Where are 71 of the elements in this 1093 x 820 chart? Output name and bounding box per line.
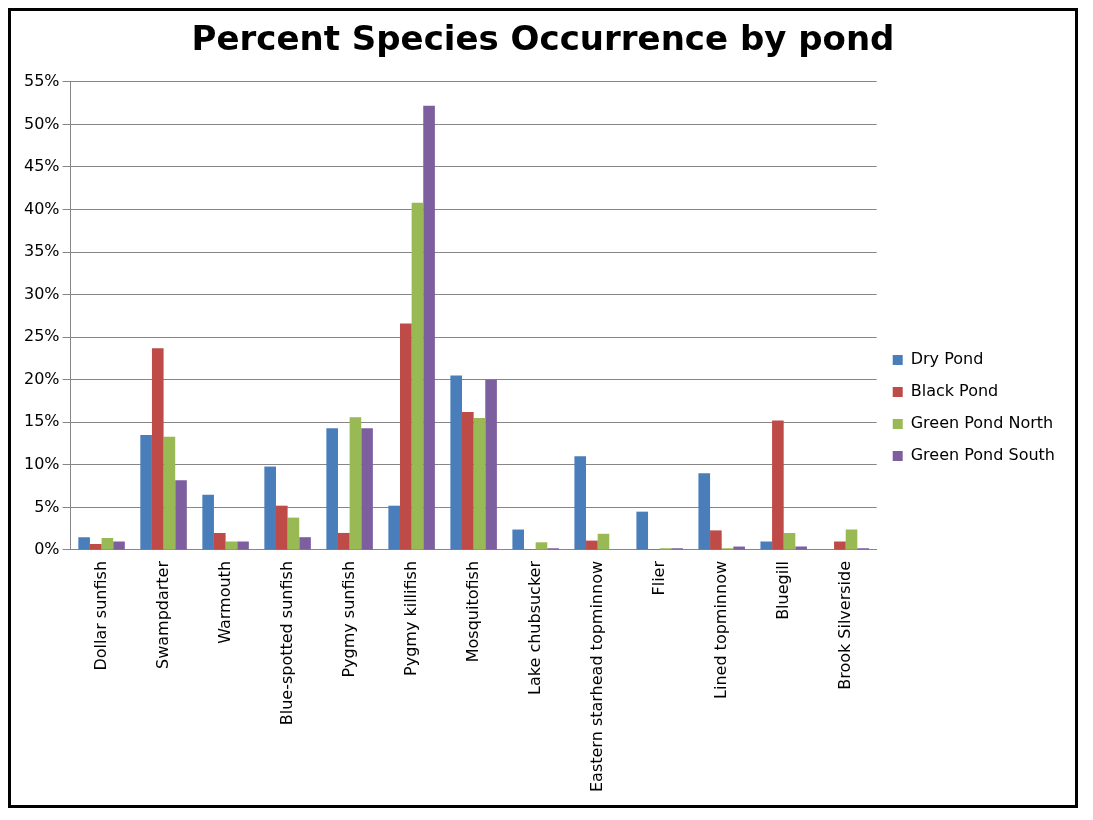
bar — [264, 466, 276, 550]
y-tick-label: 40% — [24, 198, 60, 218]
y-tick-label: 35% — [24, 241, 60, 261]
x-tick-label: Warmouth — [214, 560, 234, 644]
y-tick-label: 15% — [24, 411, 60, 431]
bar — [710, 530, 722, 550]
bar — [485, 379, 497, 550]
bar — [225, 541, 238, 550]
bar — [299, 537, 311, 550]
bar — [636, 511, 649, 550]
y-tick-label: 10% — [24, 454, 60, 473]
bar — [423, 105, 435, 550]
y-tick-label: 50% — [24, 113, 60, 133]
bar — [202, 494, 214, 550]
bar — [411, 202, 424, 550]
bar — [140, 435, 152, 550]
bar — [275, 505, 288, 550]
bar — [175, 480, 187, 550]
bar — [473, 418, 486, 550]
x-tick-label: Lined topminnow — [710, 560, 730, 699]
y-tick-label: 20% — [24, 368, 60, 388]
bar — [760, 541, 773, 550]
legend-label: Green Pond South — [910, 445, 1056, 465]
bar — [450, 375, 463, 550]
bar — [772, 420, 784, 550]
bar — [113, 541, 125, 550]
bar — [535, 542, 548, 550]
y-tick-label: 55% — [24, 70, 60, 90]
bar — [337, 532, 350, 550]
bar — [326, 428, 338, 550]
bar — [698, 473, 711, 550]
bar — [586, 540, 598, 550]
bar — [89, 544, 102, 550]
y-tick-label: 25% — [24, 326, 60, 346]
x-tick-label: Bluegill — [772, 560, 792, 620]
bar — [213, 532, 226, 550]
x-tick-label: Swampdarter — [152, 560, 172, 669]
bar — [151, 348, 164, 550]
chart-title: Percent Species Occurrence by pond — [191, 18, 895, 59]
bar — [783, 532, 796, 550]
bar — [845, 529, 858, 550]
y-tick-label: 0% — [34, 539, 60, 559]
y-tick-label: 5% — [34, 496, 60, 516]
legend-label: Green Pond North — [910, 413, 1054, 433]
x-tick-label: Lake chubsucker — [524, 560, 544, 695]
legend-label: Dry Pond — [910, 349, 984, 369]
bar — [349, 417, 362, 550]
x-tick-label: Blue-spotted sunfish — [276, 560, 296, 726]
legend-label: Black Pond — [910, 381, 999, 401]
bar — [361, 428, 373, 550]
y-tick-label: 30% — [24, 283, 60, 303]
x-tick-label: Eastern starhead topminnow — [586, 560, 606, 793]
bar — [512, 529, 525, 550]
y-tick-label: 45% — [24, 156, 60, 176]
x-tick-label: Pygmy killifish — [400, 560, 420, 676]
bar — [574, 456, 587, 550]
bar — [834, 541, 846, 550]
bar — [462, 412, 474, 550]
x-tick-label: Flier — [648, 560, 668, 596]
x-tick-label: Brook Silverside — [834, 560, 854, 690]
bar — [597, 533, 610, 550]
bar — [163, 436, 176, 550]
x-tick-label: Pygmy sunfish — [338, 560, 358, 678]
bar — [237, 541, 249, 550]
bar — [388, 505, 400, 550]
x-tick-label: Mosquitofish — [462, 560, 482, 663]
bar — [78, 537, 90, 550]
bar — [101, 538, 114, 550]
bar — [287, 517, 300, 550]
bar — [400, 323, 412, 550]
x-tick-label: Dollar sunfish — [90, 560, 110, 671]
